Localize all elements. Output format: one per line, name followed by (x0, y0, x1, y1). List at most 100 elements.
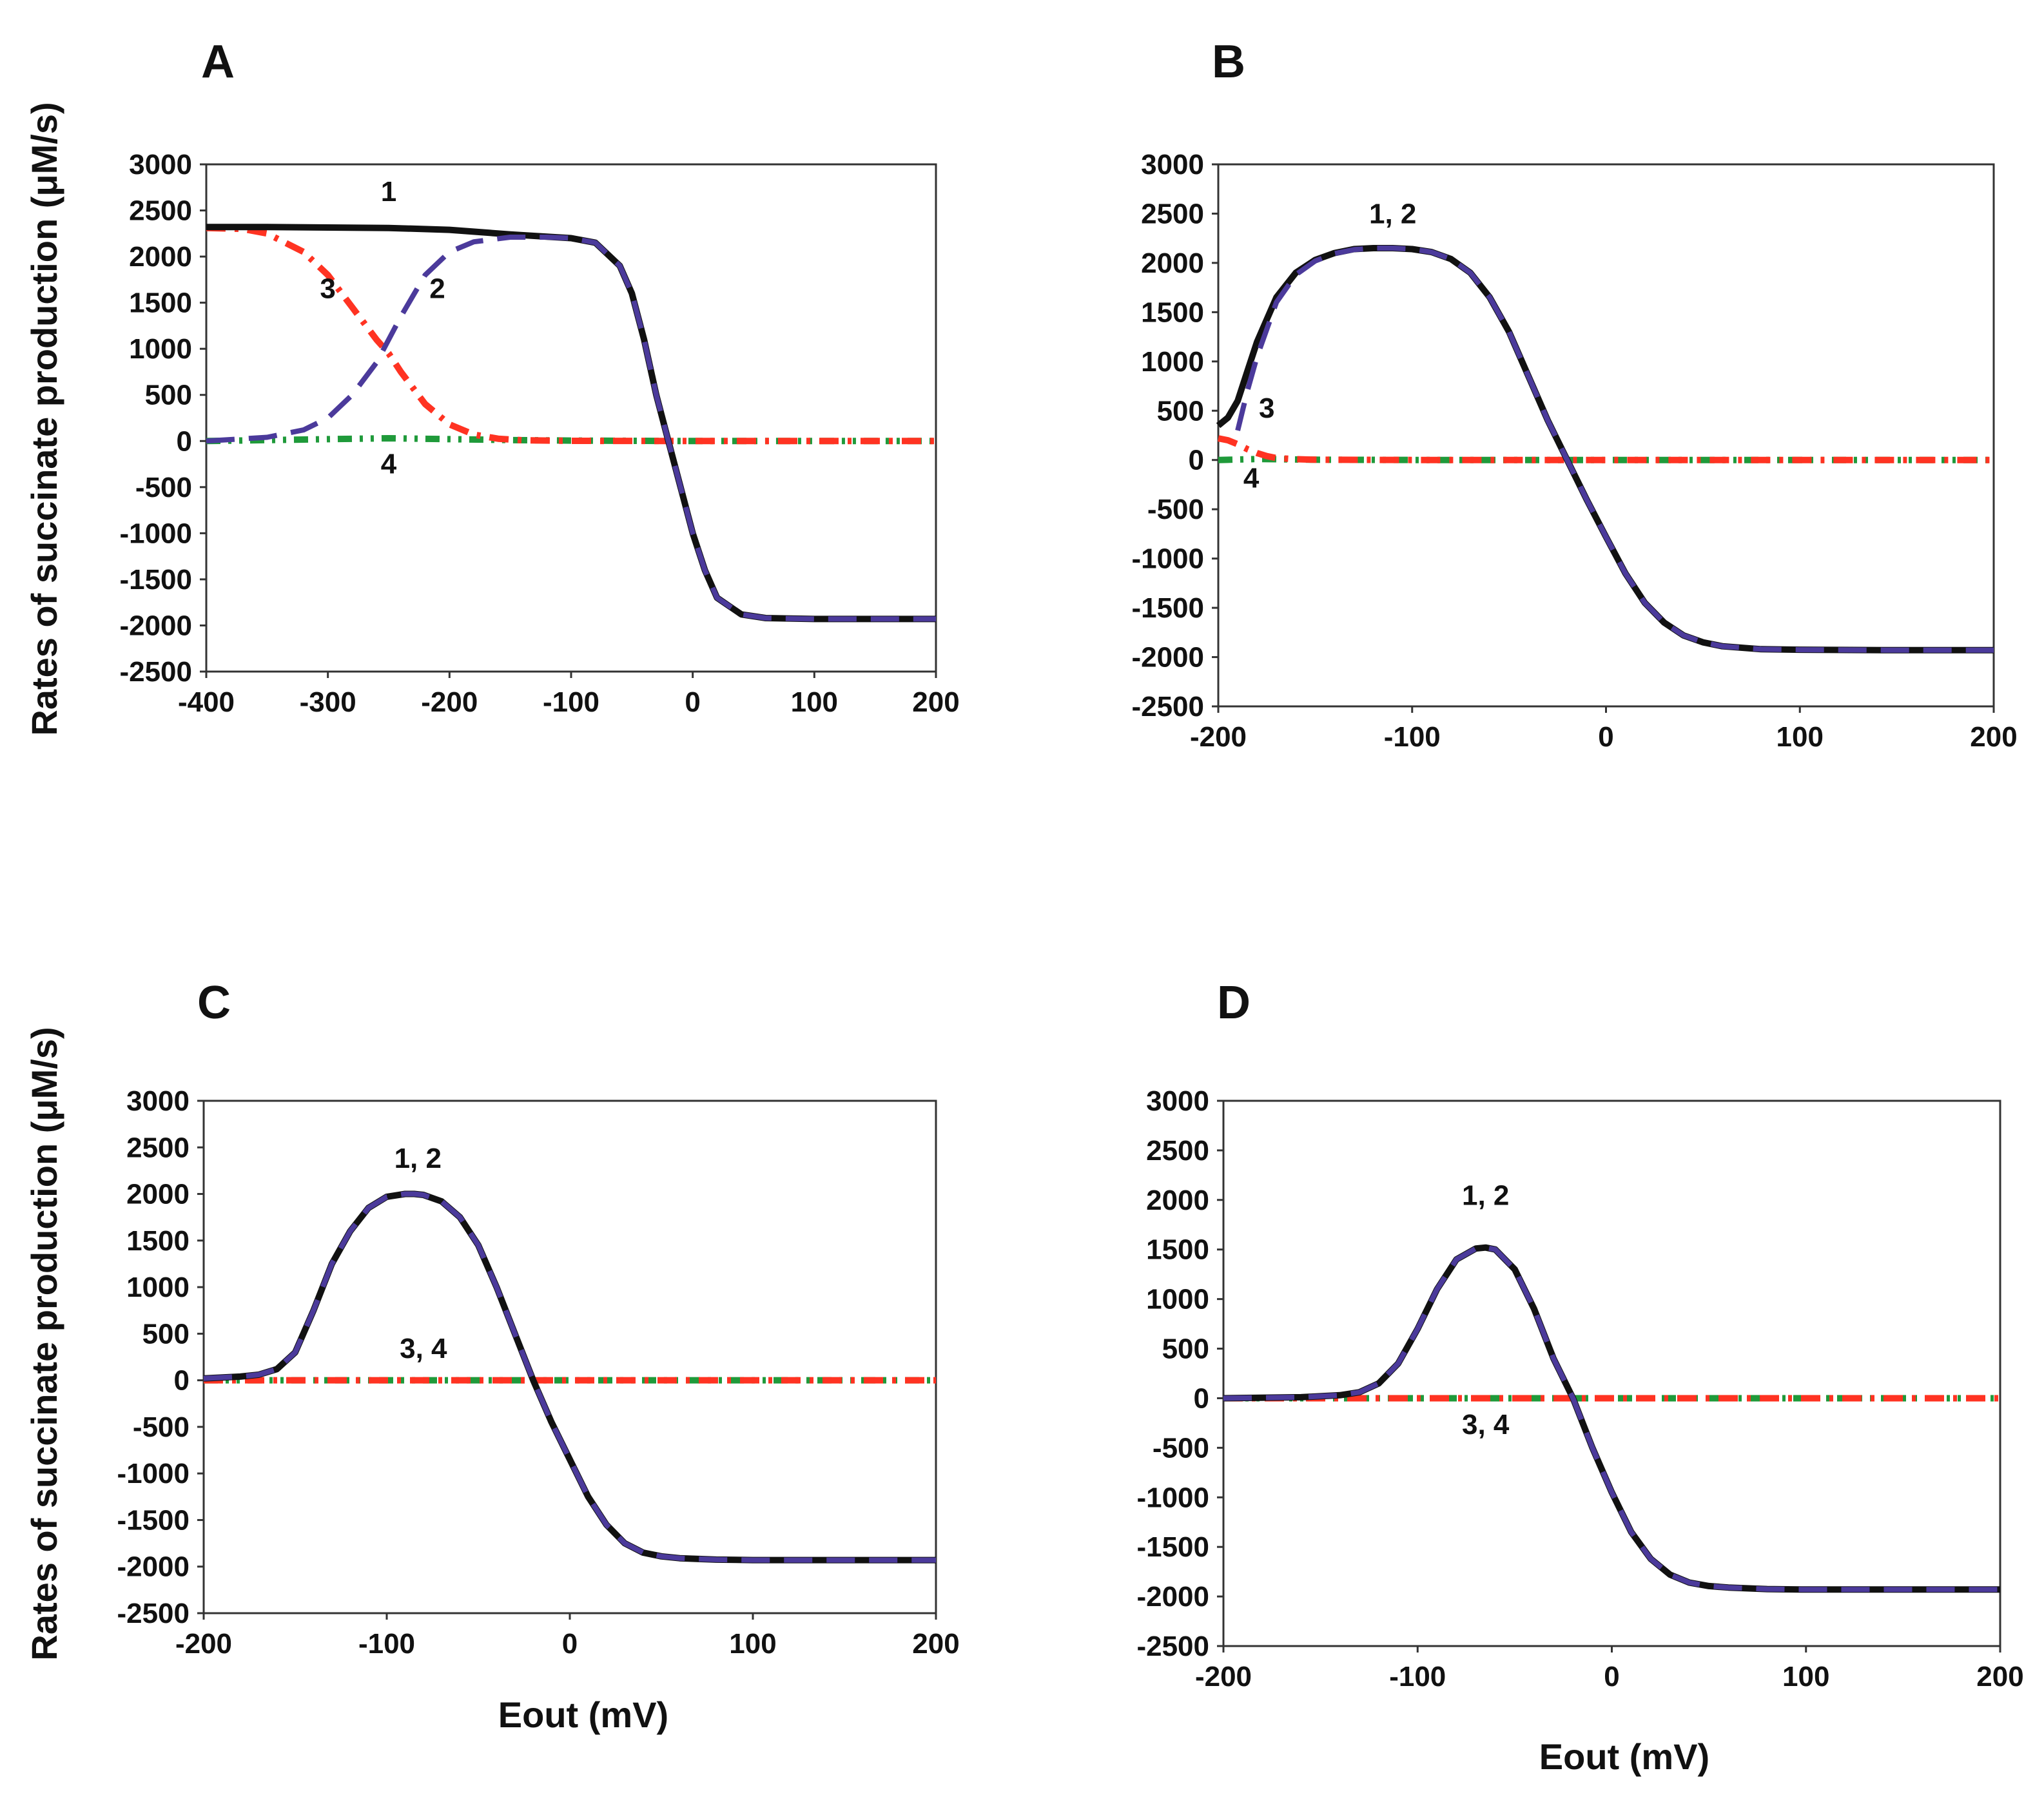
x-tick-label: -100 (1384, 721, 1441, 753)
y-tick-label: 1500 (1141, 296, 1204, 328)
y-tick-label: -2500 (119, 656, 192, 688)
y-tick-label: -2000 (1131, 642, 1204, 674)
series-2-line (206, 235, 936, 622)
y-tick-label: 2500 (126, 1132, 190, 1163)
y-tick-label: 500 (145, 380, 192, 411)
panel-c: C300025002000150010005000-500-1000-1500-… (117, 977, 959, 1660)
y-tick-label: 1000 (1146, 1284, 1209, 1315)
curve-annotation: 2 (429, 273, 445, 304)
x-tick-label: 200 (1976, 1661, 2023, 1692)
y-tick-label: 2000 (126, 1179, 190, 1210)
y-tick-label: -1500 (1136, 1531, 1209, 1563)
y-tick-label: -500 (135, 472, 192, 503)
x-tick-label: 0 (685, 686, 700, 718)
y-tick-label: 0 (1194, 1382, 1209, 1414)
curve-annotation: 1 (381, 176, 396, 208)
y-tick-label: 2500 (129, 195, 192, 227)
y-tick-label: 0 (1189, 445, 1204, 476)
y-tick-label: -500 (133, 1411, 190, 1443)
y-tick-label: -2000 (117, 1551, 190, 1583)
x-tick-label: 200 (912, 1628, 959, 1660)
panel-letter: A (201, 36, 235, 88)
y-tick-label: 2500 (1141, 198, 1204, 229)
x-tick-label: 100 (791, 686, 838, 718)
panel-letter: D (1217, 977, 1251, 1029)
y-tick-label: -1500 (117, 1504, 190, 1536)
curve-annotation: 1, 2 (394, 1143, 442, 1174)
curve-annotation: 3, 4 (1462, 1409, 1510, 1440)
series-3-line (206, 224, 936, 445)
panel-letter: B (1212, 36, 1245, 88)
y-tick-label: -2500 (1136, 1631, 1209, 1662)
y-tick-label: -2500 (117, 1598, 190, 1629)
x-tick-label: 0 (562, 1628, 578, 1660)
y-tick-label: 1000 (1141, 346, 1204, 378)
y-tick-label: -1000 (1136, 1482, 1209, 1513)
x-tick-label: -100 (1389, 1661, 1446, 1692)
y-tick-label: -1000 (119, 518, 192, 549)
x-tick-label: -200 (1190, 721, 1247, 753)
curve-annotation: 1, 2 (1369, 199, 1416, 230)
y-tick-label: -1500 (1131, 592, 1204, 624)
y-axis-label-top: Rates of succinate production (μM/s) (24, 102, 64, 735)
x-tick-label: -100 (358, 1628, 415, 1660)
y-tick-label: -1000 (1131, 543, 1204, 575)
y-tick-label: 1500 (129, 287, 192, 319)
y-tick-label: 2000 (1146, 1185, 1209, 1216)
panels: A300025002000150010005000-500-1000-1500-… (117, 36, 2023, 1692)
y-tick-label: 500 (142, 1318, 190, 1350)
y-tick-label: 3000 (129, 149, 192, 180)
y-tick-label: -1500 (119, 564, 192, 596)
y-tick-label: -2000 (119, 610, 192, 641)
y-tick-label: 1500 (1146, 1234, 1209, 1266)
panel-d: D300025002000150010005000-500-1000-1500-… (1136, 977, 2023, 1692)
curve-annotation: 3 (1259, 393, 1274, 424)
x-tick-label: 0 (1604, 1661, 1619, 1692)
curve-annotation: 1, 2 (1462, 1180, 1509, 1212)
y-tick-label: 1000 (129, 333, 192, 365)
y-axis-label-bottom: Rates of succinate production (μM/s) (24, 1027, 64, 1660)
x-tick-label: -200 (421, 686, 478, 718)
x-tick-label: 100 (1782, 1661, 1829, 1692)
x-tick-label: -100 (543, 686, 599, 718)
x-tick-label: -200 (1195, 1661, 1252, 1692)
x-tick-label: 100 (1776, 721, 1824, 753)
series-2-line (1223, 1245, 2000, 1593)
y-tick-label: -500 (1153, 1432, 1209, 1464)
y-tick-label: 3000 (1146, 1085, 1209, 1117)
y-tick-label: -500 (1147, 494, 1204, 525)
y-tick-label: -2000 (1136, 1581, 1209, 1613)
y-tick-label: 500 (1157, 395, 1204, 427)
series-4-line (206, 435, 936, 445)
y-tick-label: 0 (174, 1365, 190, 1397)
curve-annotation: 3 (320, 273, 335, 304)
x-tick-label: 200 (1970, 721, 2017, 753)
series-2-line (203, 1191, 936, 1563)
y-tick-label: 500 (1162, 1333, 1209, 1365)
y-tick-label: 3000 (1141, 149, 1204, 180)
y-tick-label: 2000 (129, 241, 192, 273)
y-tick-label: 1000 (126, 1272, 190, 1303)
series-2-line (1235, 246, 1994, 653)
panel-a: A 3000 2500 2000 1500 1000 500 0 -500 -1000 -1500 -… (119, 36, 959, 718)
x-tick-label: 0 (1598, 721, 1613, 753)
panel-letter: C (197, 977, 231, 1029)
x-tick-label: -200 (175, 1628, 232, 1660)
x-axis-label-d: Eout (mV) (1539, 1736, 1709, 1777)
x-axis-label-c: Eout (mV) (498, 1694, 668, 1735)
panel-b: B300025002000150010005000-500-1000-1500-… (1131, 36, 2017, 753)
y-tick-label: 1500 (126, 1225, 190, 1257)
x-tick-label: -400 (178, 686, 235, 718)
curve-annotation: 4 (1243, 463, 1260, 494)
y-tick-label: 2500 (1146, 1135, 1209, 1167)
curve-annotation: 3, 4 (400, 1333, 447, 1364)
x-tick-label: 200 (912, 686, 959, 718)
y-tick-label: 2000 (1141, 247, 1204, 279)
x-tick-label: -300 (300, 686, 356, 718)
curve-annotation: 4 (381, 448, 397, 480)
y-tick-label: -2500 (1131, 691, 1204, 722)
y-tick-label: -1000 (117, 1458, 190, 1489)
x-tick-label: 100 (729, 1628, 776, 1660)
